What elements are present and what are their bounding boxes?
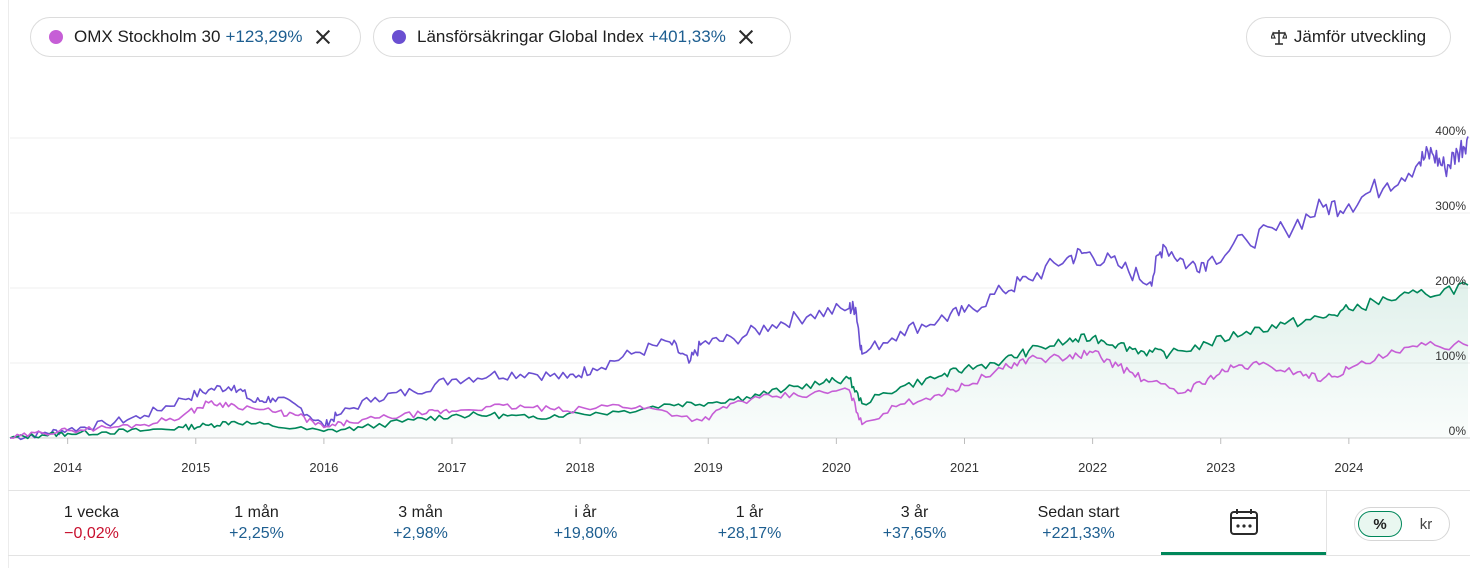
period-selector: 1 vecka −0,02% 1 mån +2,25% 3 mån +2,98% i år +…: [8, 490, 1470, 556]
performance-chart: 0%100%200%300%400% 2014 2015 2016 2017 2018 2…: [9, 124, 1470, 475]
x-tick-label: 2023: [1206, 460, 1235, 475]
currency-option[interactable]: kr: [1419, 515, 1433, 533]
y-tick-label: 200%: [1435, 274, 1466, 288]
series-line: [9, 340, 1469, 439]
series-line: [9, 136, 1469, 441]
scale-icon: [1270, 30, 1287, 45]
global-index-change: +401,33%: [648, 27, 726, 46]
legend-chip-global-index[interactable]: Länsförsäkringar Global Index +401,33%: [373, 17, 791, 57]
x-tick-label: 2020: [822, 460, 851, 475]
period-label: Sedan start: [1037, 503, 1120, 521]
period-label: 1 år: [735, 503, 764, 521]
global-index-name: Länsförsäkringar Global Index: [417, 27, 644, 46]
x-tick-label: 2017: [438, 460, 467, 475]
period-change: +19,80%: [553, 524, 618, 542]
x-tick-label: 2024: [1334, 460, 1363, 475]
period-label: 1 vecka: [63, 503, 120, 521]
y-tick-label: 100%: [1435, 349, 1466, 363]
omx-name: OMX Stockholm 30: [74, 27, 221, 46]
period-change: +37,65%: [882, 524, 947, 542]
period-change: +2,25%: [229, 524, 284, 542]
series-line: [9, 281, 1469, 440]
portfolio-area-fill: [10, 282, 1468, 439]
global-index-color-dot: [392, 30, 406, 44]
legend-chip-omx[interactable]: OMX Stockholm 30 +123,29%: [30, 17, 361, 57]
period-option[interactable]: 3 mån +2,98%: [338, 491, 503, 555]
period-option[interactable]: i år +19,80%: [503, 491, 668, 555]
omx-change: +123,29%: [225, 27, 303, 46]
x-tick-label: 2016: [309, 460, 338, 475]
period-label: 3 år: [900, 503, 929, 521]
period-option[interactable]: 3 år +37,65%: [832, 491, 997, 555]
period-change: +221,33%: [1042, 524, 1115, 542]
toggle-divider: [1326, 491, 1327, 555]
y-axis: 0% 100% 200% 300% 400%: [1435, 124, 1466, 438]
close-icon[interactable]: [736, 27, 756, 47]
x-tick-label: 2015: [181, 460, 210, 475]
y-tick-label: 300%: [1435, 199, 1466, 213]
custom-period-tab[interactable]: [1161, 491, 1326, 555]
x-axis: 2014 2015 2016 2017 2018 2019 2020 2021 2022 2023…: [53, 438, 1363, 475]
period-option[interactable]: 1 år +28,17%: [667, 491, 832, 555]
period-label: 3 mån: [398, 503, 443, 521]
x-tick-label: 2018: [566, 460, 595, 475]
x-tick-label: 2019: [694, 460, 723, 475]
percent-option[interactable]: %: [1358, 511, 1402, 537]
period-option[interactable]: 1 vecka −0,02%: [9, 491, 174, 555]
compare-button[interactable]: Jämför utveckling: [1246, 17, 1451, 57]
series-lines: [9, 136, 1469, 441]
period-label: i år: [574, 503, 597, 521]
close-icon[interactable]: [313, 27, 333, 47]
y-tick-label: 0%: [1449, 424, 1467, 438]
period-change: −0,02%: [64, 524, 119, 542]
unit-toggle[interactable]: % kr: [1354, 507, 1450, 541]
left-divider: [8, 0, 9, 568]
compare-label: Jämför utveckling: [1293, 27, 1427, 46]
period-option[interactable]: 1 mån +2,25%: [174, 491, 339, 555]
x-tick-label: 2022: [1078, 460, 1107, 475]
x-tick-label: 2021: [950, 460, 979, 475]
period-label: 1 mån: [234, 503, 279, 521]
calendar-icon: [1229, 508, 1258, 535]
y-tick-label: 400%: [1435, 124, 1466, 138]
omx-color-dot: [49, 30, 63, 44]
portfolio-area: [10, 282, 1468, 439]
x-tick-label: 2014: [53, 460, 82, 475]
period-change: +2,98%: [393, 524, 448, 542]
period-change: +28,17%: [717, 524, 782, 542]
period-option[interactable]: Sedan start +221,33%: [996, 491, 1161, 555]
